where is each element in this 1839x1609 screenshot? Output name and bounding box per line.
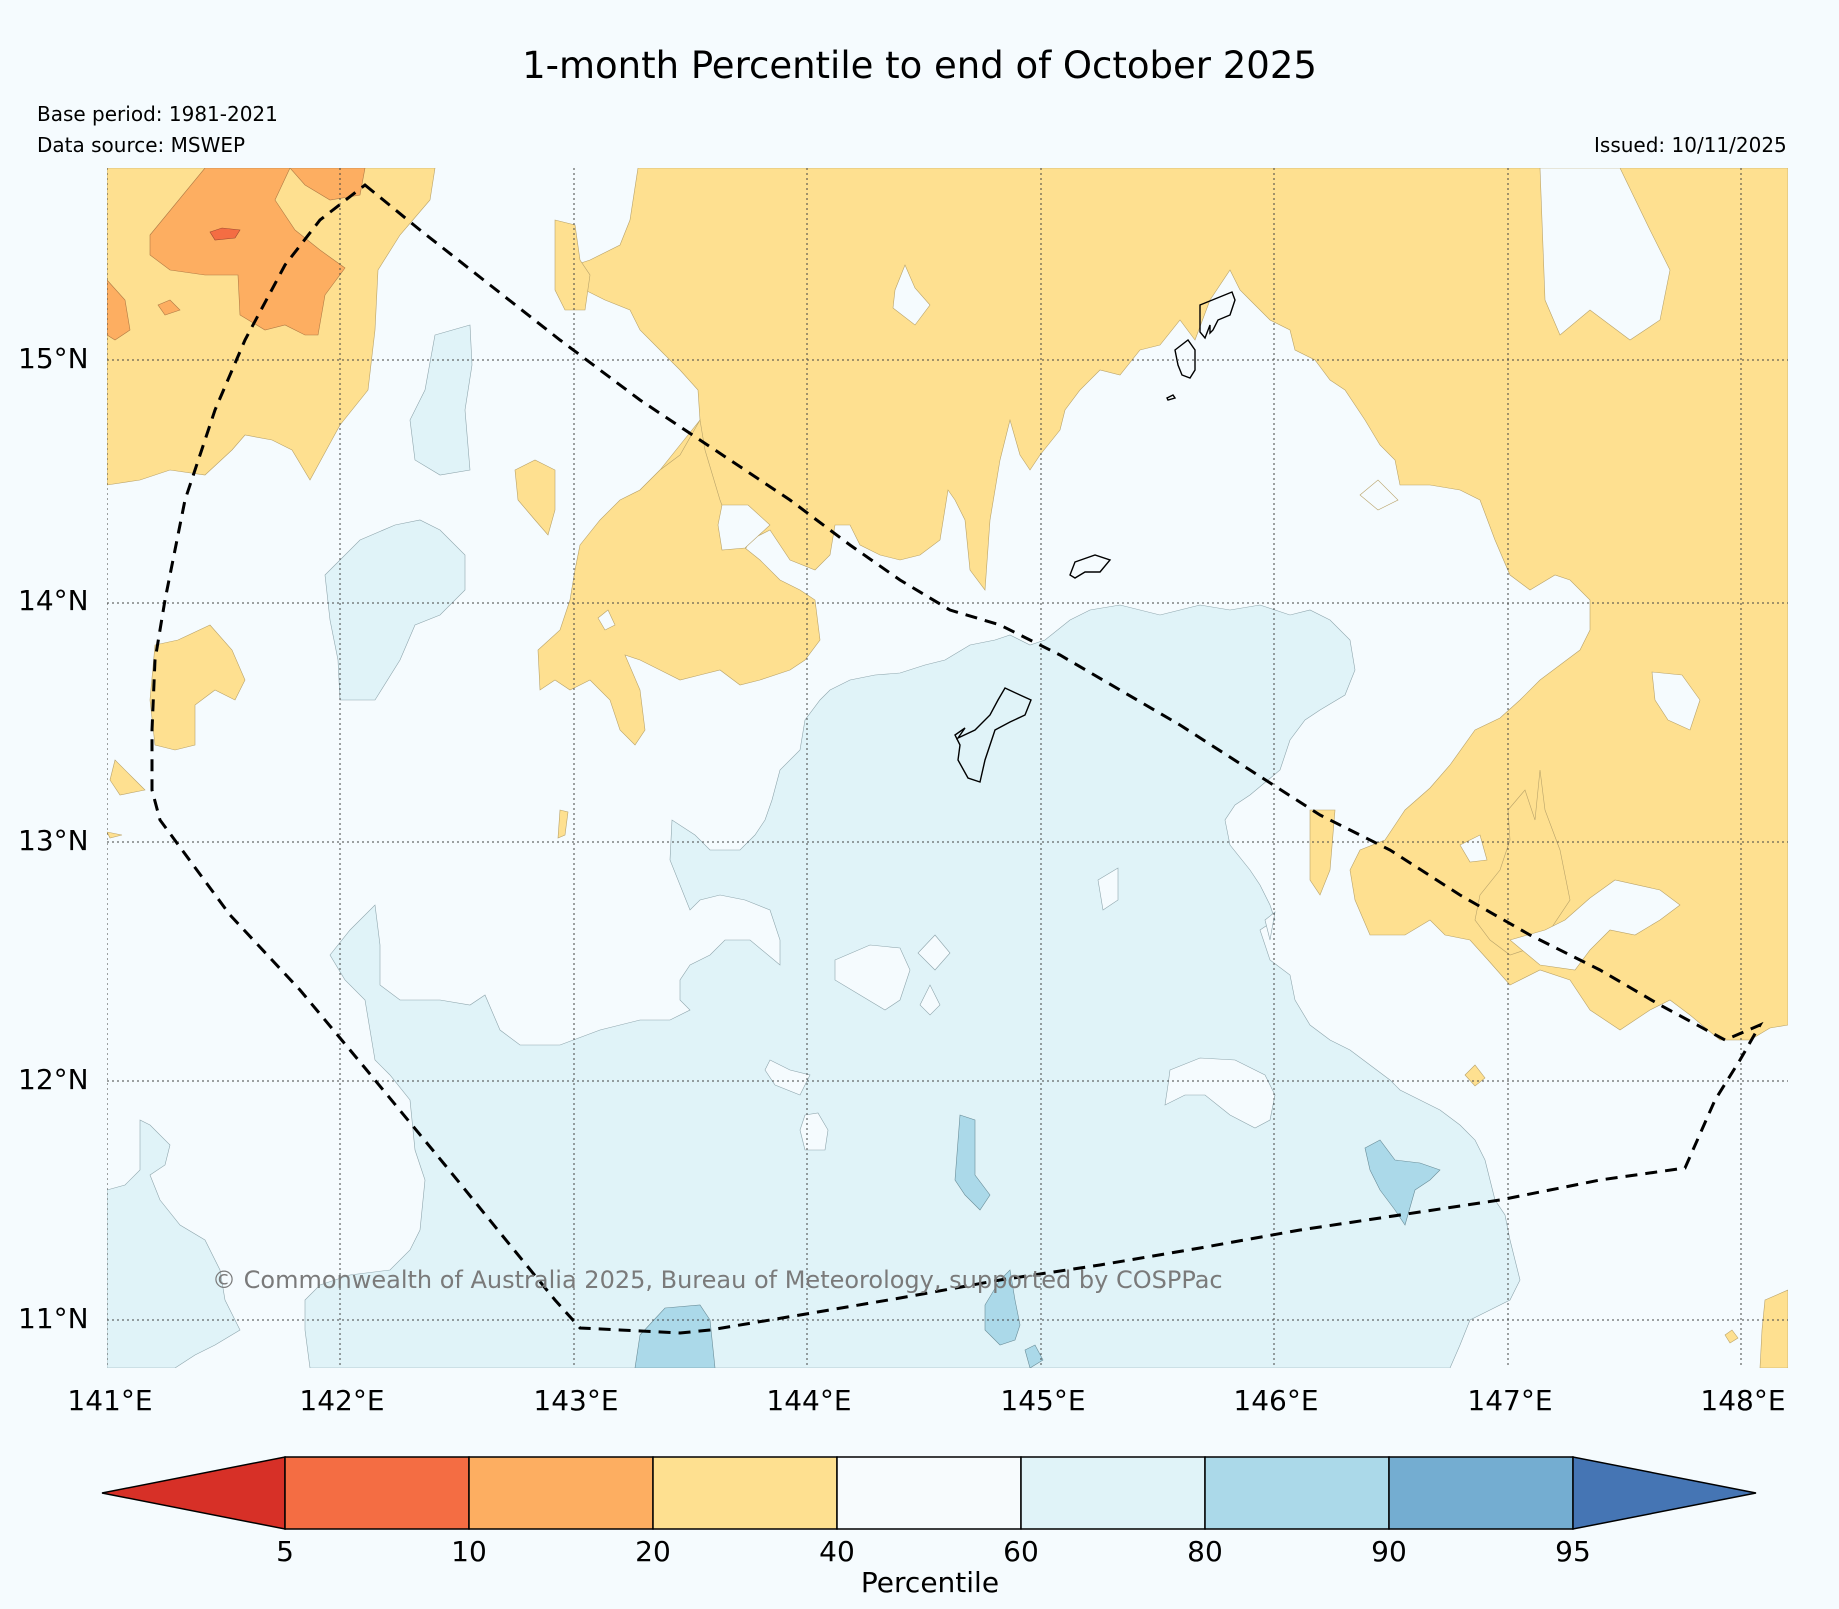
lon-label-145e: 145°E [1000,1384,1086,1417]
colorbar-segment-10-20 [468,1456,654,1530]
colorbar-segment-under5 [101,1456,286,1530]
lon-label-146e: 146°E [1233,1384,1319,1417]
colorbar-segment-20-40 [652,1456,838,1530]
region-60-80 [107,324,1521,1368]
colorbar-segment-over95 [1572,1456,1757,1530]
colorbar-segment-80-90 [1204,1456,1390,1530]
percentile-map [107,168,1788,1368]
lat-label-12n: 12°N [18,1063,89,1096]
colorbar-tick-80: 80 [1187,1535,1223,1568]
colorbar-tick-40: 40 [819,1535,855,1568]
lat-label-15n: 15°N [18,342,89,375]
colorbar-tick-10: 10 [451,1535,487,1568]
colorbar-tick-90: 90 [1371,1535,1407,1568]
colorbar-segment-90-95 [1388,1456,1574,1530]
chart-title: 1-month Percentile to end of October 202… [522,44,1317,87]
issued-date: Issued: 10/11/2025 [1594,133,1787,157]
base-period: Base period: 1981-2021 [37,102,278,126]
eez-boundary [150,183,1764,1335]
lon-label-144e: 144°E [766,1384,852,1417]
colorbar-segment-60-80 [1020,1456,1206,1530]
graticule [107,168,1788,1368]
lon-label-141e: 141°E [67,1384,153,1417]
region-40-60-holes [764,867,1276,1151]
region-20-40 [107,168,1788,1368]
lat-label-13n: 13°N [18,824,89,857]
region-holes-in-yellow [597,168,1701,971]
region-5-10 [209,227,241,241]
colorbar-tick-60: 60 [1003,1535,1039,1568]
colorbar-segment-40-60 [836,1456,1022,1530]
lon-label-148e: 148°E [1700,1384,1786,1417]
lon-label-143e: 143°E [533,1384,619,1417]
data-source: Data source: MSWEP [37,133,246,157]
colorbar-tick-5: 5 [276,1535,294,1568]
region-10-20 [107,168,366,341]
copyright-notice: © Commonwealth of Australia 2025, Bureau… [212,1266,1223,1294]
colorbar-title: Percentile [860,1566,1000,1599]
colorbar-tick-20: 20 [635,1535,671,1568]
lat-label-14n: 14°N [18,584,89,617]
colorbar-segment-5-10 [284,1456,470,1530]
colorbar [101,1456,1757,1530]
colorbar-tick-95: 95 [1555,1535,1591,1568]
island-outlines [954,291,1236,783]
region-80-90 [634,1114,1441,1368]
lon-label-142e: 142°E [299,1384,385,1417]
lon-label-147e: 147°E [1467,1384,1553,1417]
lat-label-11n: 11°N [18,1302,89,1335]
